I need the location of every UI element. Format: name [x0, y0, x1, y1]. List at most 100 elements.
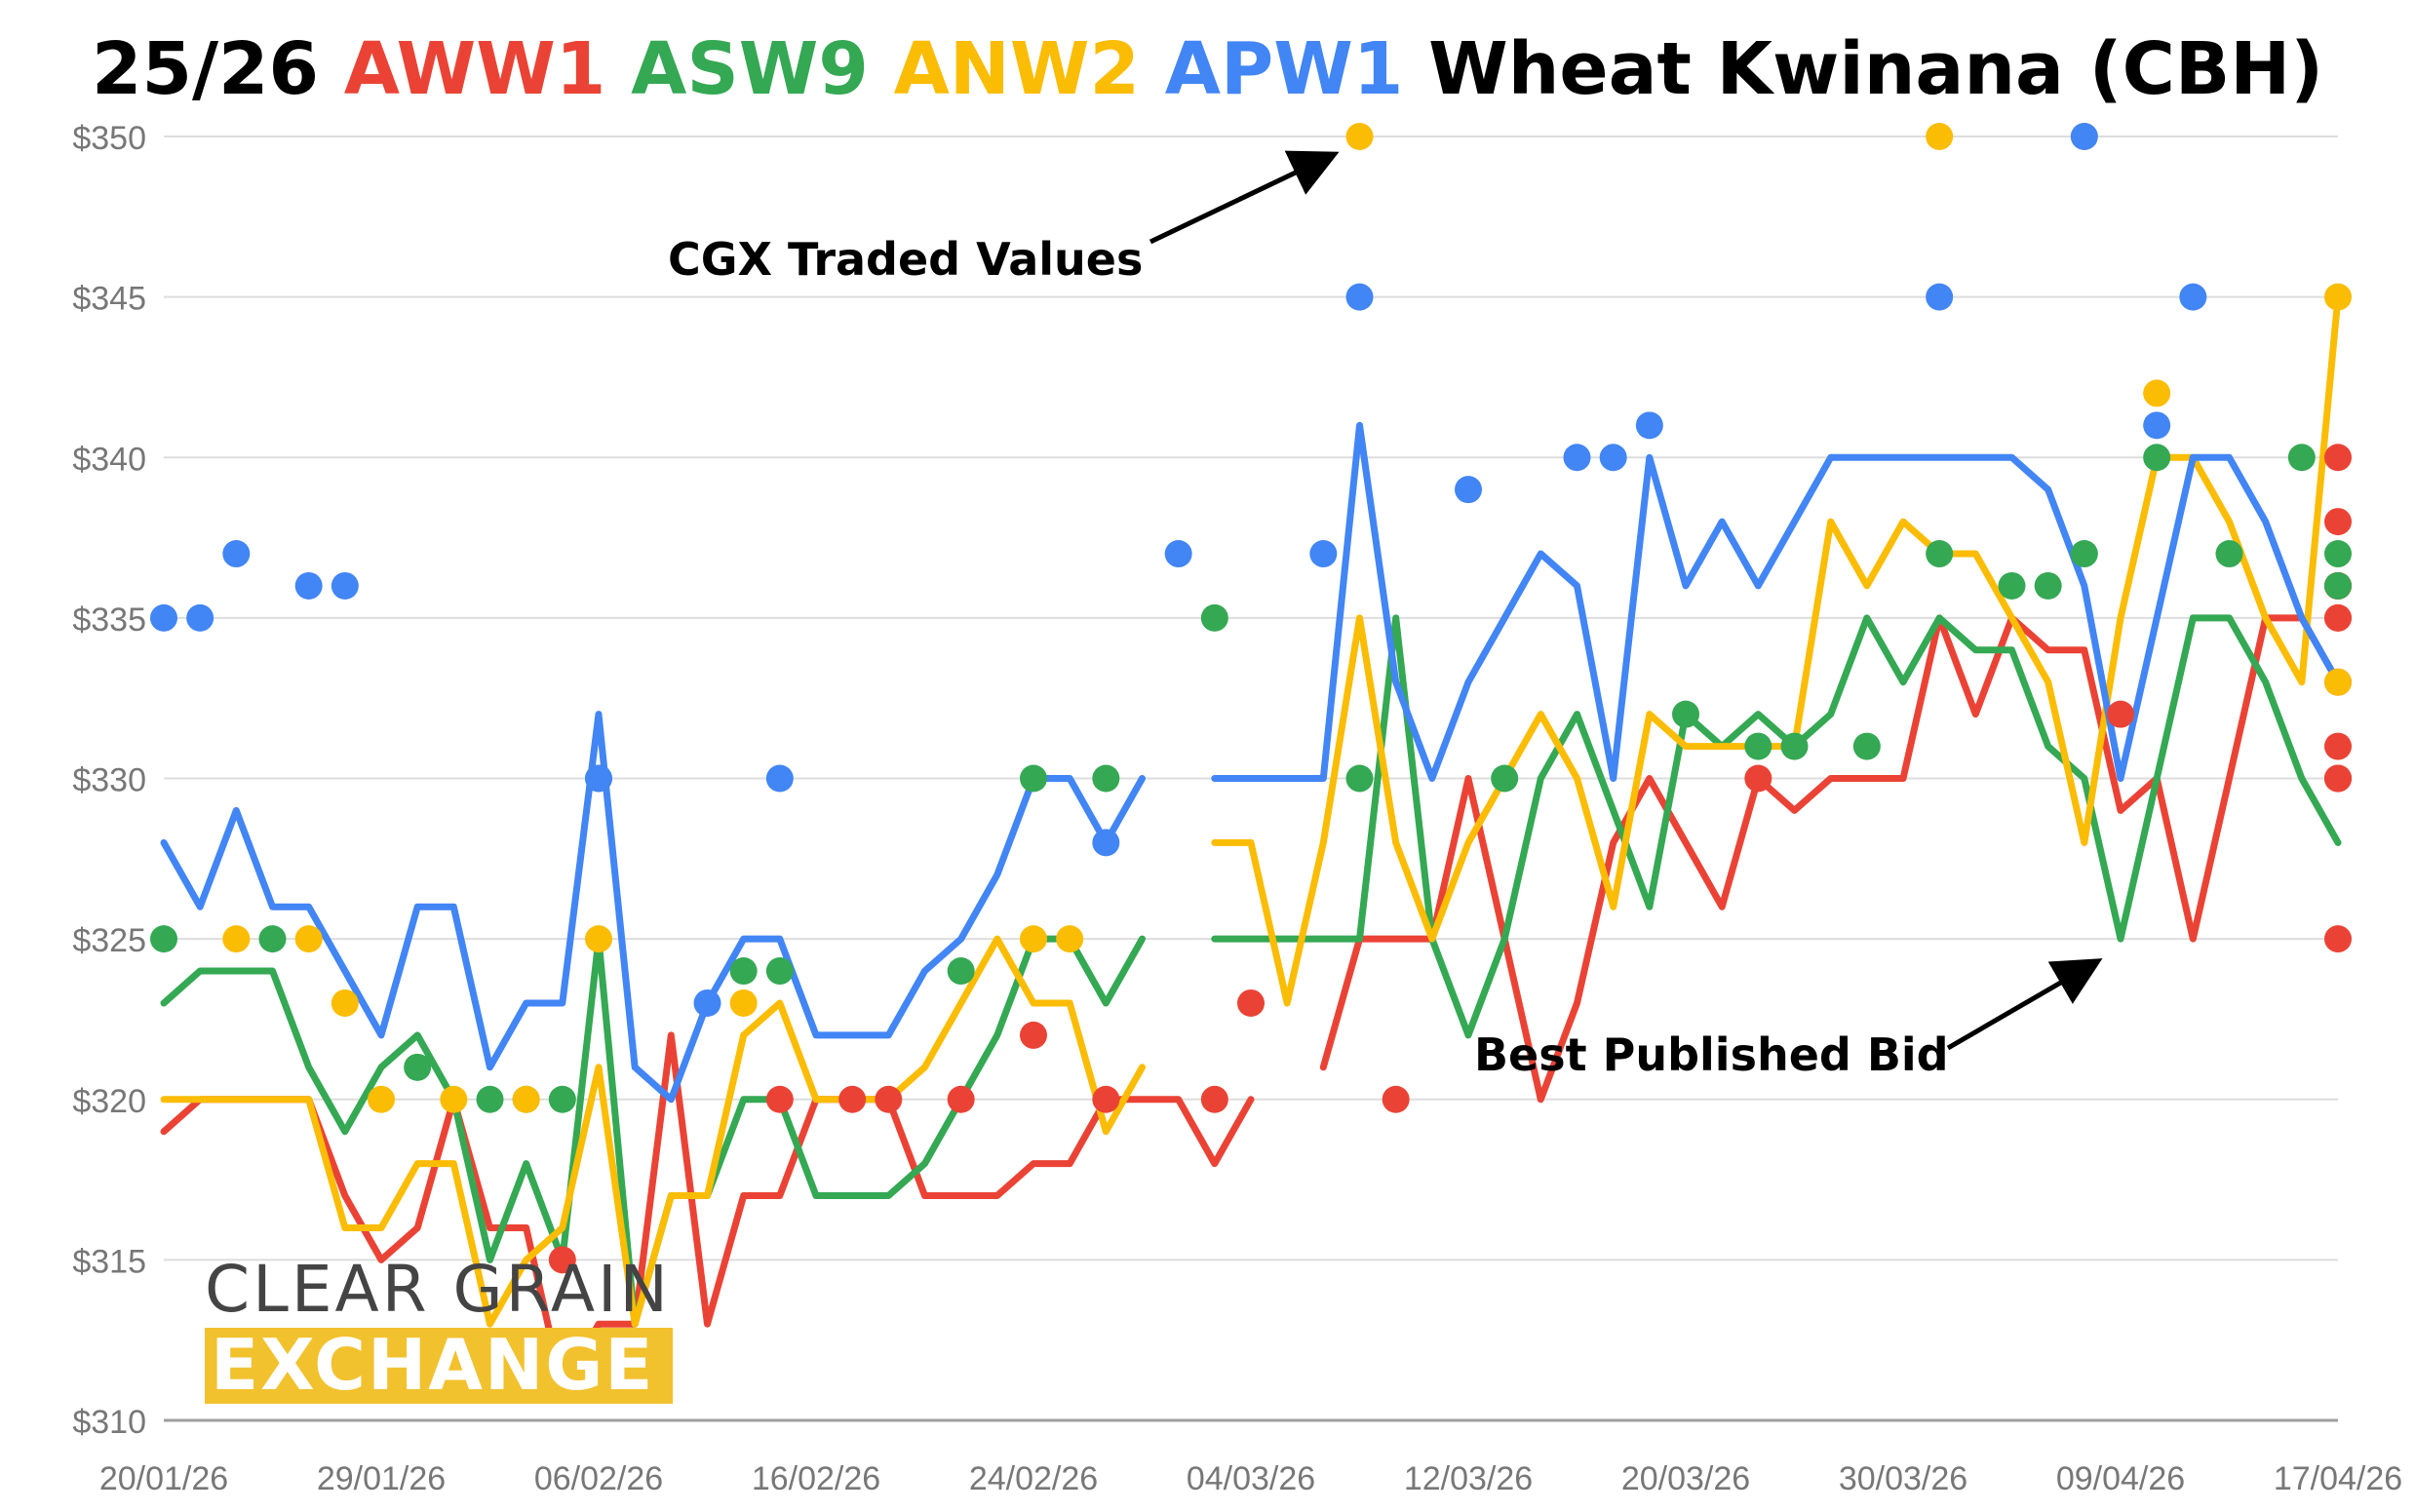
traded-point-asw9 — [947, 957, 975, 986]
traded-point-asw9 — [2034, 571, 2062, 600]
traded-point-aww1 — [1092, 1085, 1120, 1113]
traded-point-asw9 — [765, 957, 794, 986]
traded-point-aww1 — [947, 1085, 975, 1113]
traded-point-asw9 — [1672, 700, 1699, 728]
traded-point-apw1 — [1926, 283, 1954, 311]
x-tick-label: 24/02/26 — [969, 1460, 1098, 1497]
traded-point-apw1 — [1455, 476, 1482, 504]
traded-point-asw9 — [1491, 764, 1519, 793]
traded-point-apw1 — [150, 603, 177, 632]
y-tick-label: $320 — [72, 1083, 146, 1120]
traded-point-apw1 — [2143, 411, 2171, 440]
traded-point-apw1 — [1345, 283, 1374, 311]
traded-point-aww1 — [2324, 444, 2352, 472]
y-axis-ticks: $310 $315 $320 $325 $330 $335 $340 $345 $350 — [72, 120, 146, 1441]
traded-point-apw1 — [1599, 444, 1627, 472]
title-prefix: 25/26 — [91, 27, 319, 111]
traded-point-asw9 — [1345, 764, 1374, 793]
annotation-arrow-cgx — [1149, 150, 1340, 245]
title-grade-asw9: ASW9 — [631, 27, 869, 111]
traded-point-aww1 — [2107, 700, 2134, 728]
annotation-arrow-best-bid — [1946, 958, 2103, 1051]
traded-point-apw1 — [294, 571, 323, 600]
traded-dots — [150, 123, 2352, 1274]
traded-point-apw1 — [222, 540, 251, 568]
annotation-cgx-traded: CGX Traded Values — [668, 233, 1143, 286]
logo-line-1: CLEAR GRAIN — [205, 1252, 671, 1327]
x-tick-label: 29/01/26 — [317, 1460, 446, 1497]
bid-line-apw1 — [160, 421, 2342, 1104]
y-tick-label: $330 — [72, 762, 146, 799]
traded-point-asw9 — [476, 1085, 504, 1113]
y-tick-label: $325 — [72, 922, 146, 959]
x-tick-label: 30/03/26 — [1839, 1460, 1967, 1497]
traded-point-apw1 — [331, 571, 359, 600]
traded-point-asw9 — [1092, 764, 1120, 793]
traded-point-anw2 — [585, 925, 612, 953]
traded-point-aww1 — [1200, 1085, 1228, 1113]
traded-point-anw2 — [440, 1085, 468, 1113]
y-tick-label: $315 — [72, 1243, 146, 1280]
x-tick-label: 09/04/26 — [2056, 1460, 2185, 1497]
traded-point-asw9 — [548, 1085, 576, 1113]
bid-lines — [160, 293, 2342, 1392]
traded-point-anw2 — [729, 989, 758, 1017]
clear-grain-exchange-logo: CLEAR GRAIN EXCHANGE — [205, 1258, 673, 1404]
traded-point-aww1 — [2324, 732, 2352, 760]
traded-point-anw2 — [512, 1085, 540, 1113]
y-tick-label: $340 — [72, 441, 146, 478]
traded-point-asw9 — [2287, 444, 2316, 472]
traded-point-anw2 — [2324, 668, 2352, 696]
bid-line-aww1 — [160, 614, 2342, 1392]
traded-point-asw9 — [404, 1053, 432, 1081]
traded-point-aww1 — [548, 1246, 576, 1274]
x-tick-label: 16/02/26 — [752, 1460, 880, 1497]
traded-point-aww1 — [1744, 764, 1772, 793]
traded-point-apw1 — [1309, 540, 1338, 568]
traded-point-anw2 — [331, 989, 359, 1017]
traded-point-apw1 — [1635, 411, 1663, 440]
traded-point-aww1 — [2324, 925, 2352, 953]
x-tick-label: 06/02/26 — [534, 1460, 663, 1497]
traded-point-asw9 — [258, 925, 287, 953]
traded-point-apw1 — [2070, 123, 2098, 150]
title-suffix: Wheat Kwinana (CBH) — [1428, 27, 2324, 111]
traded-point-aww1 — [1237, 989, 1265, 1017]
x-axis-ticks: 20/01/26 29/01/26 06/02/26 16/02/26 24/02/26… — [99, 1460, 2402, 1497]
x-tick-label: 17/04/26 — [2274, 1460, 2402, 1497]
traded-point-aww1 — [765, 1085, 794, 1113]
traded-point-anw2 — [2143, 379, 2171, 407]
x-tick-label: 20/03/26 — [1621, 1460, 1750, 1497]
chart-title: 25/26 AWW1 ASW9 ANW2 APW1 Wheat Kwinana … — [0, 27, 2415, 111]
title-grade-aww1: AWW1 — [343, 27, 606, 111]
y-tick-label: $335 — [72, 601, 146, 639]
traded-point-asw9 — [1744, 732, 1772, 760]
title-grade-apw1: APW1 — [1164, 27, 1404, 111]
traded-point-aww1 — [2324, 603, 2352, 632]
traded-point-apw1 — [765, 764, 794, 793]
traded-point-anw2 — [1926, 123, 1954, 150]
traded-point-asw9 — [2324, 571, 2352, 600]
traded-point-asw9 — [2324, 540, 2352, 568]
traded-point-aww1 — [1382, 1085, 1410, 1113]
y-tick-label: $350 — [72, 120, 146, 157]
traded-point-apw1 — [186, 603, 214, 632]
traded-point-asw9 — [2215, 540, 2243, 568]
traded-point-asw9 — [1926, 540, 1954, 568]
traded-point-apw1 — [1164, 540, 1192, 568]
traded-point-asw9 — [1020, 764, 1047, 793]
traded-point-anw2 — [294, 925, 323, 953]
traded-point-asw9 — [2143, 444, 2171, 472]
traded-point-asw9 — [1780, 732, 1809, 760]
title-grade-anw2: ANW2 — [893, 27, 1140, 111]
bid-line-anw2 — [160, 293, 2342, 1328]
traded-point-asw9 — [2070, 540, 2098, 568]
y-tick-label: $310 — [72, 1404, 146, 1441]
traded-point-aww1 — [838, 1085, 867, 1113]
traded-point-aww1 — [2324, 508, 2352, 536]
traded-point-apw1 — [585, 764, 612, 793]
annotation-best-bid: Best Published Bid — [1474, 1028, 1949, 1081]
traded-point-apw1 — [2179, 283, 2207, 311]
annotations: CGX Traded Values Best Published Bid — [668, 150, 2103, 1081]
